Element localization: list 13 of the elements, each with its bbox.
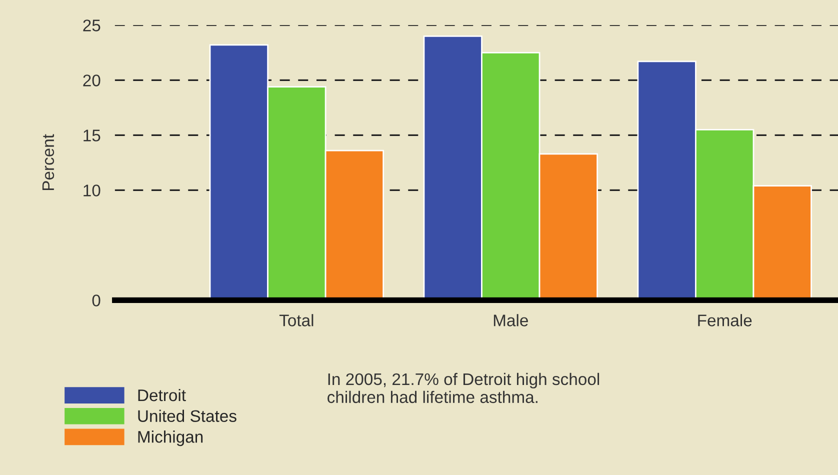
x-tick-label: Male — [494, 314, 528, 326]
legend-label: Detroit — [138, 388, 186, 402]
y-tick-label: 25 — [83, 20, 100, 32]
text: In 2005, 21.7% of Detroit high school children had lifetime asthma. — [328, 372, 600, 404]
legend-label: United States — [138, 410, 236, 422]
x-tick-label: Female — [698, 314, 752, 326]
x-tick-label: Total — [279, 314, 314, 326]
y-tick-label: 10 — [84, 184, 100, 196]
y-tick-label: 15 — [84, 130, 100, 142]
y-tick-label: 0 — [92, 294, 100, 306]
y-tick-label: 20 — [83, 74, 100, 86]
y-axis-title: Percent — [42, 134, 54, 190]
legend-label: Michigan — [138, 430, 203, 446]
